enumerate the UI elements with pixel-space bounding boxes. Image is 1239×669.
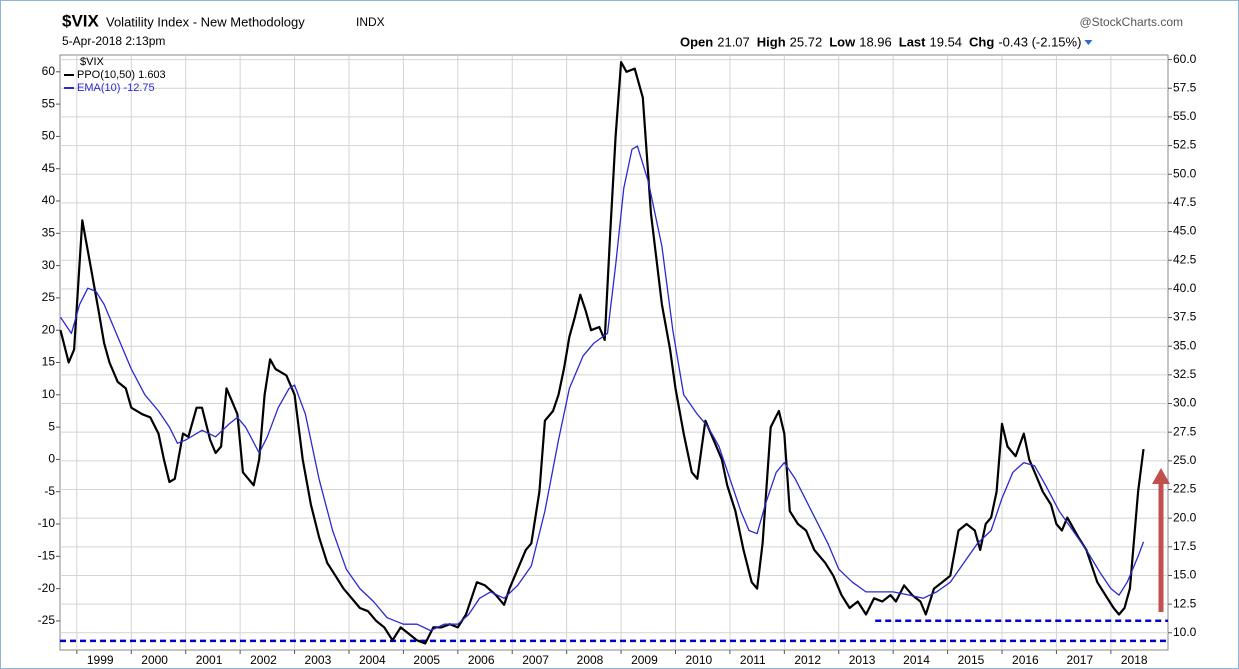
y2-tick-label: 40.0: [1173, 281, 1197, 295]
quote-value: 18.96: [859, 34, 892, 49]
y2-tick-label: 22.5: [1173, 482, 1197, 496]
y2-tick-label: 57.5: [1173, 80, 1197, 94]
x-tick-label: 2005: [413, 653, 440, 667]
y-tick-label: 60: [42, 64, 56, 78]
y-tick-label: 55: [42, 96, 56, 110]
x-tick-label: 2006: [468, 653, 495, 667]
y2-tick-label: 30.0: [1173, 396, 1197, 410]
y-tick-label: 30: [42, 258, 56, 272]
y2-tick-label: 50.0: [1173, 166, 1197, 180]
y-tick-label: -20: [38, 581, 56, 595]
legend-title: $VIX: [80, 56, 105, 68]
y-tick-label: -10: [38, 516, 56, 530]
x-tick-label: 2000: [141, 653, 168, 667]
quote-value: 19.54: [930, 34, 963, 49]
x-tick-label: 2010: [685, 653, 712, 667]
x-tick-label: 2001: [196, 653, 223, 667]
legend-label: EMA(10) -12.75: [77, 82, 155, 94]
x-tick-label: 2015: [958, 653, 985, 667]
quote-label: Chg: [969, 34, 994, 49]
x-tick-label: 2009: [631, 653, 658, 667]
y2-tick-label: 27.5: [1173, 424, 1197, 438]
y2-tick-label: 47.5: [1173, 195, 1197, 209]
series-line: [59, 145, 1145, 632]
y2-tick-label: 37.5: [1173, 310, 1197, 324]
quote-label: High: [757, 34, 786, 49]
x-tick-label: 2016: [1012, 653, 1039, 667]
chart-title: Volatility Index - New Methodology: [106, 14, 305, 29]
y2-tick-label: 10.0: [1173, 625, 1197, 639]
y-tick-label: 0: [48, 452, 55, 466]
y2-tick-label: 60.0: [1173, 52, 1197, 66]
y2-tick-label: 12.5: [1173, 596, 1197, 610]
y-tick-label: -15: [38, 548, 56, 562]
x-tick-label: 2013: [849, 653, 876, 667]
y2-tick-label: 17.5: [1173, 539, 1197, 553]
y2-tick-label: 20.0: [1173, 510, 1197, 524]
y2-tick-label: 45.0: [1173, 224, 1197, 238]
quote-label: Last: [899, 34, 926, 49]
y-tick-label: 50: [42, 129, 56, 143]
y2-tick-label: 42.5: [1173, 252, 1197, 266]
quote-label: Open: [680, 34, 713, 49]
date: 5-Apr-2018 2:13pm: [62, 34, 165, 48]
y2-tick-label: 25.0: [1173, 453, 1197, 467]
y-tick-label: -5: [44, 484, 55, 498]
x-tick-label: 2003: [305, 653, 332, 667]
grid: [60, 55, 1168, 650]
quote-value: 21.07: [717, 34, 750, 49]
x-tick-label: 2004: [359, 653, 386, 667]
y-tick-label: 10: [42, 387, 56, 401]
x-tick-label: 1999: [87, 653, 114, 667]
y2-tick-label: 52.5: [1173, 138, 1197, 152]
y2-tick-label: 15.0: [1173, 568, 1197, 582]
y-tick-label: -25: [38, 613, 56, 627]
y-tick-label: 35: [42, 225, 56, 239]
x-tick-label: 2011: [740, 653, 766, 667]
exchange: INDX: [356, 15, 385, 29]
y2-tick-label: 35.0: [1173, 338, 1197, 352]
quote-value: -0.43 (-2.15%): [998, 34, 1081, 49]
x-tick-label: 2017: [1066, 653, 1093, 667]
y2-tick-label: 55.0: [1173, 109, 1197, 123]
x-tick-label: 2008: [577, 653, 604, 667]
quote-label: Low: [829, 34, 856, 49]
y2-tick-label: 32.5: [1173, 367, 1197, 381]
header: $VIX Volatility Index - New Methodology …: [62, 11, 1183, 48]
y-tick-label: 40: [42, 193, 56, 207]
x-tick-label: 2012: [794, 653, 821, 667]
x-tick-label: 2014: [903, 653, 930, 667]
x-tick-label: 2002: [250, 653, 277, 667]
symbol: $VIX: [62, 11, 100, 30]
y-tick-label: 5: [48, 419, 55, 433]
x-tick-label: 2007: [522, 653, 549, 667]
y-tick-label: 15: [42, 355, 56, 369]
legend-label: PPO(10,50) 1.603: [77, 69, 166, 81]
y-tick-label: 45: [42, 161, 56, 175]
y-tick-label: 25: [42, 290, 56, 304]
y-tick-label: 20: [42, 322, 56, 336]
quote-arrow: [1084, 40, 1093, 45]
arrow-head: [1152, 468, 1170, 484]
series-line: [59, 61, 1145, 645]
source: @StockCharts.com: [1079, 15, 1183, 29]
quote-value: 25.72: [790, 34, 823, 49]
x-tick-label: 2018: [1121, 653, 1148, 667]
